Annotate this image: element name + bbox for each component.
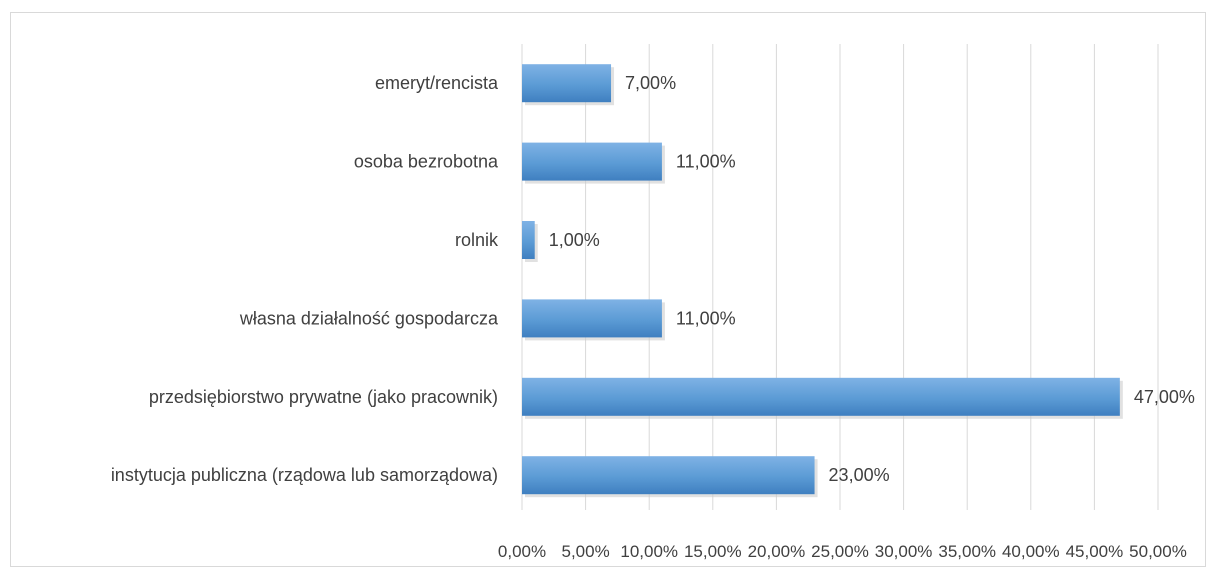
x-tick-label: 0,00%	[498, 542, 546, 561]
bar	[522, 64, 612, 103]
x-tick-label: 15,00%	[684, 542, 742, 561]
data-label: 1,00%	[549, 230, 600, 250]
x-tick-label: 25,00%	[811, 542, 869, 561]
category-label: przedsiębiorstwo prywatne (jako pracowni…	[149, 387, 498, 407]
data-label: 23,00%	[829, 465, 890, 485]
x-tick-label: 35,00%	[938, 542, 996, 561]
x-tick-label: 20,00%	[748, 542, 806, 561]
data-label: 47,00%	[1134, 387, 1195, 407]
x-tick-label: 5,00%	[561, 542, 609, 561]
bar	[522, 221, 535, 259]
bar	[522, 299, 662, 338]
x-tick-label: 40,00%	[1002, 542, 1060, 561]
bar	[522, 142, 662, 181]
category-label: emeryt/rencista	[375, 73, 499, 93]
data-label: 11,00%	[676, 152, 736, 172]
labels: 0,00% 5,00% 10,00% 15,00% 20,00% 25,00% 30,00%…	[111, 73, 1195, 561]
bars	[522, 64, 1123, 498]
bar	[522, 456, 815, 495]
chart-frame	[10, 12, 1206, 567]
gridlines	[521, 44, 1159, 510]
x-tick-label: 50,00%	[1129, 542, 1187, 561]
data-label: 7,00%	[625, 73, 676, 93]
x-tick-label: 10,00%	[620, 542, 678, 561]
data-label: 11,00%	[676, 308, 736, 328]
category-label: instytucja publiczna (rządowa lub samorz…	[111, 465, 498, 485]
x-tick-label: 45,00%	[1066, 542, 1124, 561]
category-label: własna działalność gospodarcza	[239, 308, 499, 328]
category-label: osoba bezrobotna	[354, 152, 499, 172]
bar	[522, 377, 1120, 416]
category-label: rolnik	[455, 230, 499, 250]
x-tick-label: 30,00%	[875, 542, 933, 561]
